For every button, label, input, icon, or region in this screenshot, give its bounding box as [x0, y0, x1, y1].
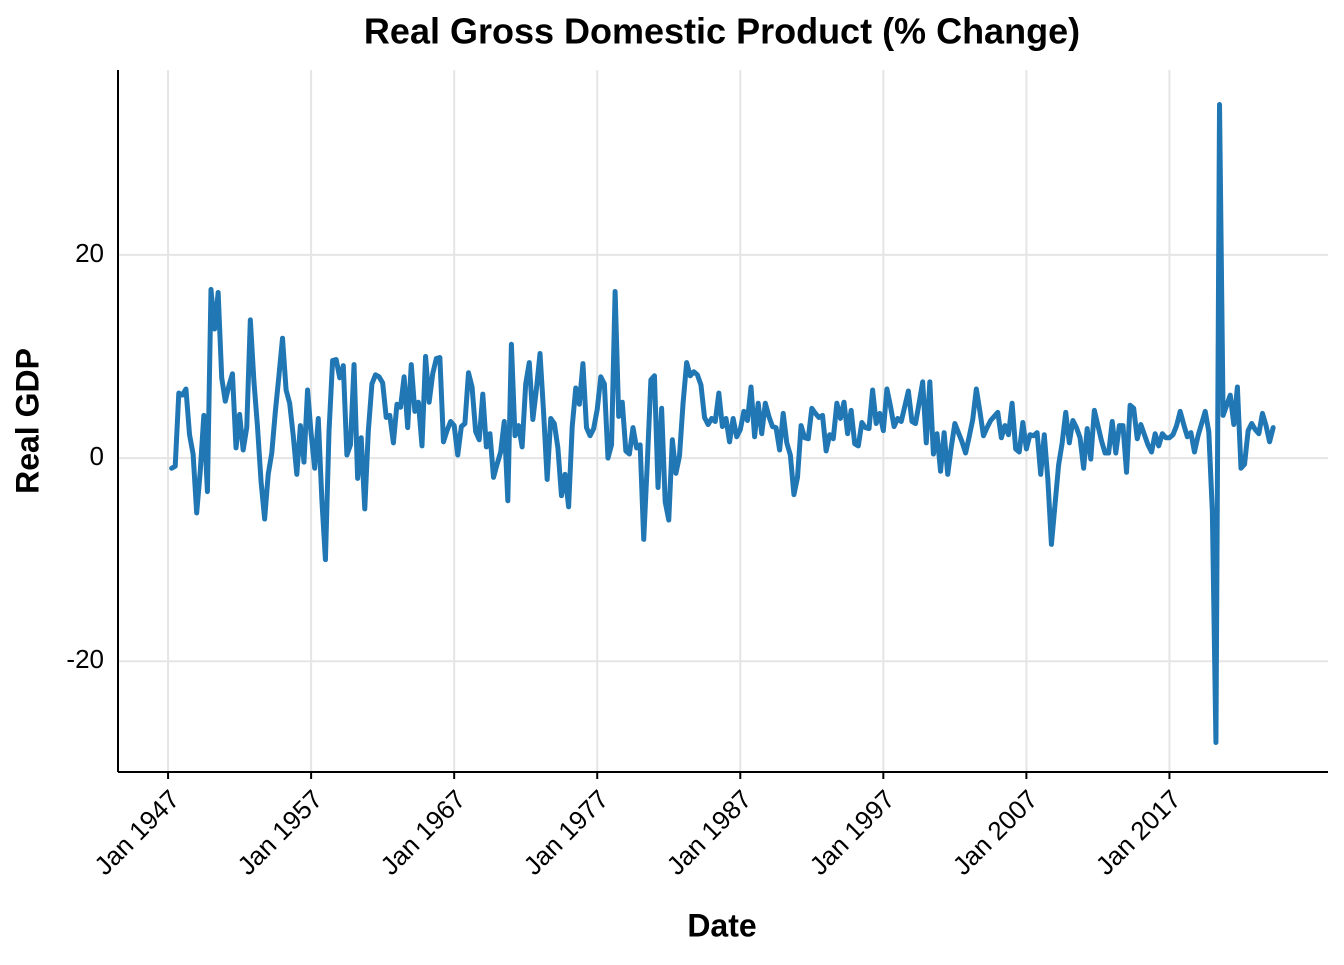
- y-tick-label: -20: [66, 644, 104, 674]
- x-tick-label: Jan 1987: [661, 784, 758, 881]
- data-line: [169, 102, 1276, 746]
- y-tick-label: 20: [75, 238, 104, 268]
- chart-title: Real Gross Domestic Product (% Change): [364, 11, 1080, 52]
- x-tick-label: Jan 2007: [947, 784, 1044, 881]
- y-axis-title: Real GDP: [9, 348, 45, 494]
- x-tick-label: Jan 1967: [374, 784, 471, 881]
- x-tick-label: Jan 1977: [517, 784, 614, 881]
- x-tick-label: Jan 2017: [1090, 784, 1187, 881]
- x-tick-label: Jan 1997: [804, 784, 901, 881]
- x-tick-label: Jan 1957: [231, 784, 328, 881]
- y-tick-label: 0: [90, 441, 104, 471]
- x-axis-title: Date: [687, 907, 756, 943]
- x-tick-label: Jan 1947: [88, 784, 185, 881]
